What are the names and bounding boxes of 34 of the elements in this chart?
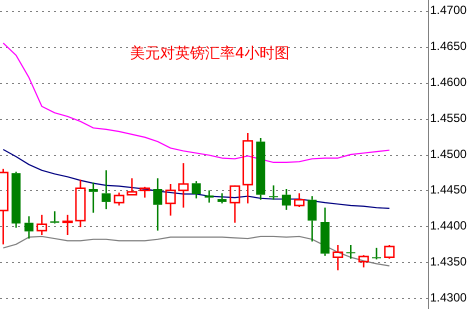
candlestick <box>88 182 98 214</box>
candlestick <box>269 184 278 201</box>
y-tick-label: 1.4500 <box>430 146 468 161</box>
candlestick <box>62 214 73 236</box>
candlestick <box>230 185 240 224</box>
candlestick <box>204 190 214 204</box>
candlestick <box>256 137 266 201</box>
candlestick <box>192 180 201 200</box>
text: 美元对英镑汇率4小时图 <box>130 44 290 62</box>
candlestick <box>75 178 86 228</box>
candlestick <box>332 244 344 271</box>
candlestick <box>36 214 48 236</box>
candlestick <box>372 247 382 260</box>
y-tick-label: 1.4300 <box>430 290 468 305</box>
candlestick <box>126 177 138 196</box>
candlestick <box>153 177 162 232</box>
y-tick-label: 1.4400 <box>430 218 468 233</box>
candlestick <box>308 195 317 242</box>
candlestick <box>102 170 111 210</box>
y-tick-label: 1.4650 <box>430 39 468 54</box>
y-tick-label: 1.4550 <box>430 110 468 125</box>
candlestick <box>165 183 176 216</box>
candlestick <box>12 170 21 229</box>
y-tick-label: 1.4450 <box>430 182 468 197</box>
candlestick <box>346 244 356 260</box>
y-tick-label: 1.4700 <box>430 3 468 18</box>
candlestick <box>24 216 34 240</box>
candlestick <box>282 188 291 211</box>
candlestick <box>178 162 189 208</box>
y-tick-label: 1.4350 <box>430 254 468 269</box>
candlestick <box>218 192 227 204</box>
candlestick <box>320 206 330 257</box>
candlestick <box>242 132 254 204</box>
y-tick-label: 1.4600 <box>430 74 468 89</box>
